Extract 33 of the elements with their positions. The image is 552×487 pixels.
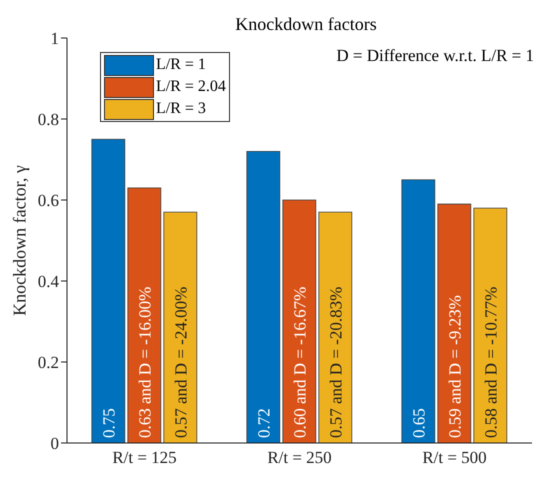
data-label: 0.58 and D = -10.77% — [481, 286, 500, 438]
data-label: 0.57 and D = -20.83% — [326, 286, 346, 438]
annotation: D = Difference w.r.t. L/R = 1 — [336, 46, 534, 66]
bar — [127, 187, 162, 443]
bar — [473, 208, 508, 443]
data-label: 0.59 and D = -9.23% — [445, 295, 464, 438]
x-tick-label: R/t = 500 — [422, 448, 487, 468]
bar — [437, 204, 472, 443]
data-label: 0.65 — [409, 408, 428, 438]
data-label: 0.57 and D = -24.00% — [171, 286, 190, 438]
x-tick-label: R/t = 250 — [267, 448, 332, 468]
data-label: 0.60 and D = -16.67% — [290, 286, 310, 438]
chart-title: Knockdown factors — [235, 14, 377, 34]
x-tick-label: R/t = 125 — [112, 448, 177, 468]
y-tick-label: 0.4 — [38, 272, 60, 292]
y-tick-label: 1 — [50, 29, 59, 48]
bar — [163, 212, 198, 443]
data-label: 0.75 — [99, 408, 118, 438]
bar — [318, 212, 352, 443]
y-tick-label: 0.6 — [38, 191, 59, 210]
data-label: 0.63 and D = -16.00% — [135, 286, 154, 438]
y-tick-label: 0.2 — [38, 353, 59, 372]
bar — [246, 151, 280, 443]
legend-label: L/R = 1 — [156, 56, 206, 74]
bar — [282, 200, 316, 443]
bar — [91, 138, 126, 443]
y-axis-title: Knockdown factor, γ — [9, 165, 30, 316]
data-label: 0.72 — [254, 408, 274, 438]
legend-label: L/R = 3 — [156, 100, 206, 118]
legend-label: L/R = 2.04 — [156, 78, 226, 96]
bar — [401, 179, 436, 443]
y-tick-label: 0 — [50, 434, 59, 454]
y-tick-label: 0.8 — [38, 110, 59, 130]
